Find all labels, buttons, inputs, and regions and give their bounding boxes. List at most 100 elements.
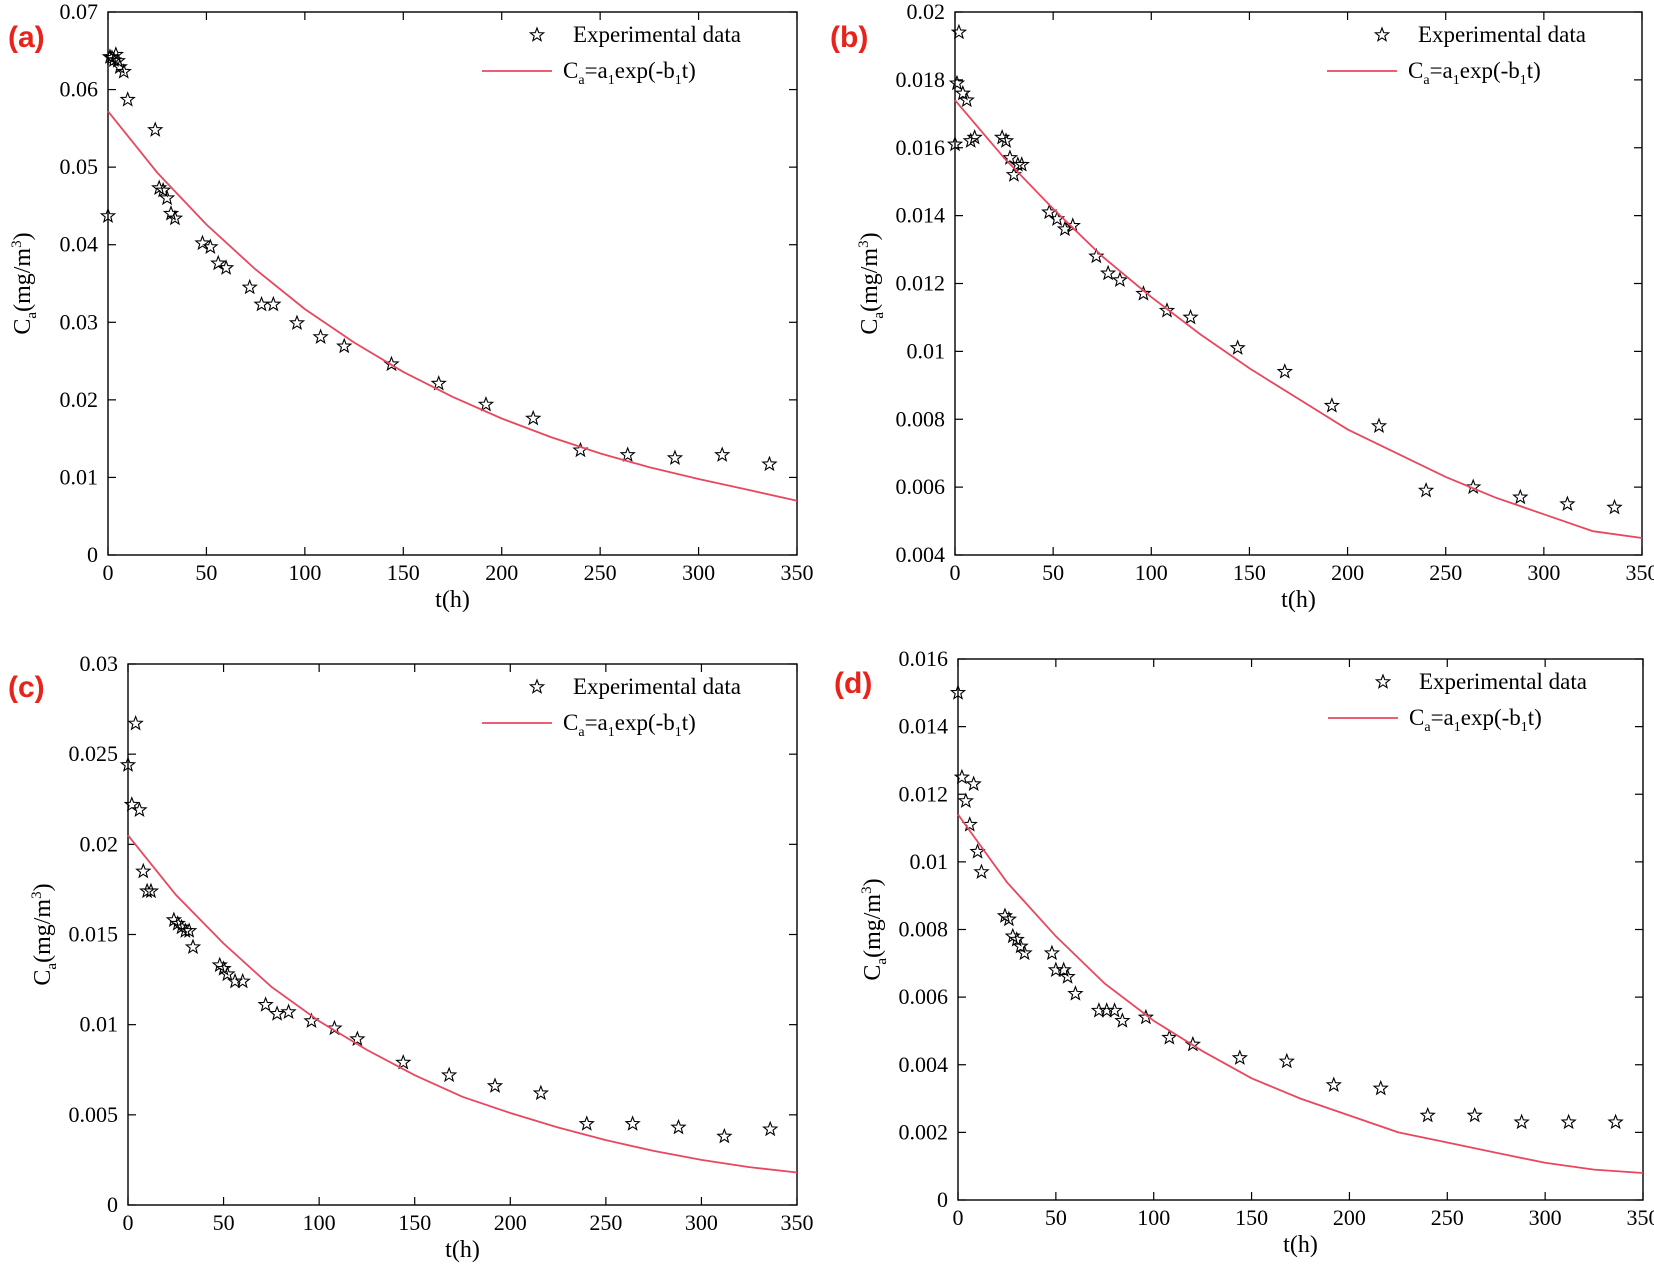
y-axis-label: Ca(mg/m3) bbox=[29, 883, 60, 985]
y-axis-label: Ca(mg/m3) bbox=[859, 878, 890, 980]
legend-star-marker bbox=[528, 26, 546, 42]
data-point-star bbox=[578, 1115, 595, 1131]
data-point-star bbox=[1559, 495, 1576, 512]
panel-label: (c) bbox=[8, 671, 45, 704]
x-tick-label: 300 bbox=[685, 1210, 718, 1235]
data-point-star bbox=[211, 956, 228, 973]
y-axis-label: Ca(mg/m3) bbox=[856, 232, 887, 334]
data-point-star bbox=[1512, 488, 1529, 505]
legend-label-experimental: Experimental data bbox=[573, 22, 741, 47]
x-tick-label: 250 bbox=[584, 560, 617, 585]
data-point-star bbox=[1182, 308, 1199, 325]
data-point-star bbox=[127, 714, 144, 731]
x-tick-label: 300 bbox=[1527, 560, 1560, 585]
data-point-star bbox=[268, 1005, 286, 1021]
data-point-star bbox=[1137, 1008, 1155, 1025]
data-point-star bbox=[1231, 1049, 1248, 1065]
data-point-star bbox=[184, 938, 202, 955]
data-point-star bbox=[946, 135, 964, 152]
y-tick-label: 0.01 bbox=[910, 849, 949, 874]
data-point-star bbox=[115, 63, 132, 79]
x-tick-label: 300 bbox=[1529, 1205, 1562, 1230]
data-point-star bbox=[217, 259, 235, 275]
data-point-star bbox=[958, 91, 975, 108]
x-tick-label: 100 bbox=[1135, 560, 1168, 585]
x-tick-label: 0 bbox=[123, 1210, 134, 1235]
data-point-star bbox=[1276, 363, 1293, 379]
data-point-star bbox=[1000, 910, 1018, 927]
x-tick-label: 50 bbox=[213, 1210, 235, 1235]
data-point-star bbox=[949, 684, 967, 700]
y-tick-label: 0.012 bbox=[899, 781, 949, 806]
data-point-star bbox=[973, 863, 990, 879]
data-point-star bbox=[349, 1030, 366, 1047]
x-tick-label: 200 bbox=[494, 1210, 527, 1235]
data-point-star bbox=[1513, 1113, 1530, 1130]
y-tick-label: 0.014 bbox=[899, 714, 949, 739]
data-point-star bbox=[950, 23, 968, 40]
data-point-star bbox=[257, 996, 274, 1012]
data-point-star bbox=[142, 882, 160, 899]
x-tick-label: 50 bbox=[1042, 560, 1064, 585]
data-point-star bbox=[1013, 156, 1030, 172]
plot-frame bbox=[957, 658, 1644, 1201]
plot-frame bbox=[127, 663, 798, 1206]
x-tick-label: 200 bbox=[1333, 1205, 1366, 1230]
y-tick-label: 0.06 bbox=[60, 77, 99, 102]
data-point-star bbox=[997, 132, 1015, 148]
y-tick-label: 0.004 bbox=[896, 542, 946, 567]
data-point-star bbox=[154, 181, 172, 198]
data-point-star bbox=[123, 796, 140, 812]
data-point-star bbox=[219, 965, 236, 982]
data-point-star bbox=[119, 91, 136, 107]
data-point-star bbox=[210, 254, 227, 271]
x-tick-label: 350 bbox=[1627, 1205, 1654, 1230]
y-tick-label: 0.01 bbox=[80, 1012, 119, 1037]
data-point-star bbox=[1607, 1113, 1624, 1130]
data-point-star bbox=[131, 801, 148, 818]
fit-curve bbox=[957, 813, 1644, 1174]
data-point-star bbox=[1417, 481, 1435, 498]
data-point-star bbox=[1161, 1029, 1178, 1045]
plot-frame bbox=[107, 11, 798, 556]
data-point-star bbox=[670, 1118, 687, 1135]
y-tick-label: 0 bbox=[107, 1192, 118, 1217]
fit-curve bbox=[954, 99, 1643, 539]
x-tick-label: 350 bbox=[781, 1210, 814, 1235]
chart-panel-4: (d) 0 50 100 150 200 250 300 350 0 0.002 0.004 0.006… bbox=[834, 646, 1654, 1258]
data-point-star bbox=[1158, 302, 1176, 318]
data-point-star bbox=[477, 395, 495, 412]
y-tick-label: 0.006 bbox=[899, 984, 949, 1009]
data-point-star bbox=[430, 375, 447, 391]
x-tick-label: 250 bbox=[1431, 1205, 1464, 1230]
y-tick-label: 0.05 bbox=[60, 154, 99, 179]
data-point-star bbox=[761, 455, 778, 472]
data-point-star bbox=[965, 775, 982, 792]
y-tick-label: 0.03 bbox=[80, 651, 119, 676]
data-point-star bbox=[624, 1115, 641, 1131]
legend-label-fit: Ca=a1exp(-b1t) bbox=[563, 710, 696, 740]
data-point-star bbox=[169, 915, 186, 931]
y-tick-label: 0.07 bbox=[60, 0, 99, 24]
data-point-star bbox=[953, 768, 971, 785]
legend: Experimental data Ca=a1exp(-b1t) bbox=[482, 22, 741, 88]
data-point-star bbox=[151, 179, 168, 196]
y-tick-label: 0.015 bbox=[69, 922, 119, 947]
x-tick-label: 50 bbox=[1045, 1205, 1067, 1230]
data-point-star bbox=[966, 129, 983, 145]
data-point-star bbox=[135, 862, 152, 879]
x-tick-label: 250 bbox=[1429, 560, 1462, 585]
y-tick-label: 0.025 bbox=[69, 741, 119, 766]
x-tick-label: 300 bbox=[682, 560, 715, 585]
y-tick-label: 0.018 bbox=[896, 67, 946, 92]
x-tick-label: 350 bbox=[781, 560, 814, 585]
fit-curve bbox=[107, 110, 798, 502]
data-point-star bbox=[957, 792, 974, 808]
legend-star-marker bbox=[528, 678, 546, 694]
data-point-star bbox=[312, 328, 329, 344]
y-tick-label: 0.01 bbox=[60, 464, 99, 489]
data-point-star bbox=[1111, 271, 1129, 288]
y-tick-label: 0 bbox=[937, 1187, 948, 1212]
legend-label-experimental: Experimental data bbox=[573, 674, 741, 699]
